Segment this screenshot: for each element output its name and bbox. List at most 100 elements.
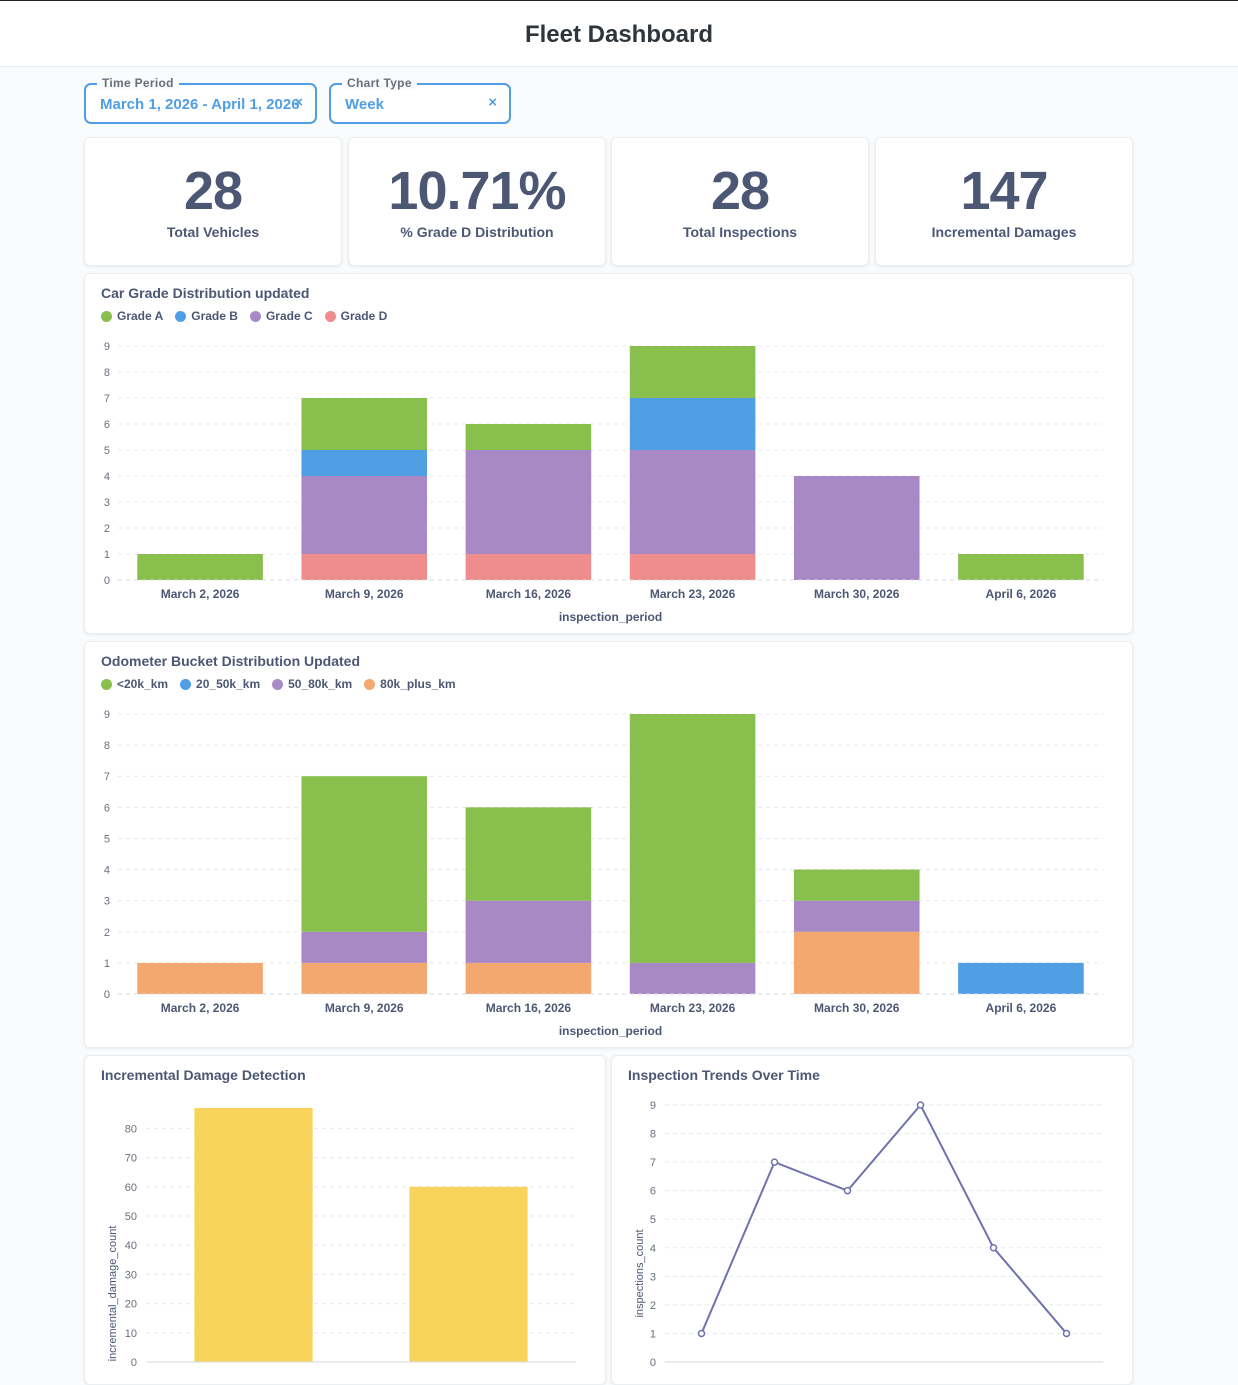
chart-title[interactable]: Incremental Damage Detection (101, 1067, 306, 1083)
y-tick-label: 8 (650, 1129, 656, 1141)
chart-type-filter[interactable]: Chart Type Week × (329, 76, 511, 124)
legend-label: 50_80k_km (288, 677, 353, 691)
kpi-card-grade-d-distribution: 10.71% % Grade D Distribution (348, 137, 606, 266)
y-tick-label: 1 (104, 958, 110, 970)
y-tick-label: 80 (125, 1123, 137, 1135)
y-tick-label: 6 (104, 419, 110, 431)
y-tick-label: 7 (650, 1157, 656, 1169)
y-tick-label: 5 (650, 1214, 656, 1226)
clear-chart-type-icon[interactable]: × (488, 94, 497, 111)
page-title: Fleet Dashboard (524, 21, 714, 48)
legend-item-20-50k-km[interactable]: 20_50k_km (180, 677, 260, 691)
legend-label: Grade D (340, 309, 388, 323)
x-tick-label: March 30, 2026 (814, 587, 900, 601)
y-tick-label: 2 (104, 927, 110, 939)
y-tick-label: 8 (104, 740, 110, 752)
y-tick-label: 60 (125, 1182, 137, 1194)
bar-segment-50-80k-km (629, 962, 756, 994)
legend-item-80k-plus-km[interactable]: 80k_plus_km (364, 677, 456, 691)
x-tick-label: March 30, 2026 (814, 1001, 900, 1015)
bar-segment-50-80k-km (465, 900, 592, 963)
incremental-damage-detection-card: Incremental Damage Detection 0 10 20 30 40 50… (84, 1055, 606, 1385)
time-period-filter[interactable]: Time Period March 1, 2026 - April 1, 202… (84, 76, 317, 124)
time-period-filter-value[interactable]: March 1, 2026 - April 1, 2026 (100, 96, 300, 113)
kpi-label: Incremental Damages (931, 224, 1077, 240)
legend-label: 20_50k_km (196, 677, 261, 691)
bar-segment-grade-d (465, 554, 592, 580)
y-tick-label: 6 (650, 1186, 656, 1198)
y-tick-label: 8 (104, 367, 110, 379)
x-tick-label: March 2, 2026 (161, 587, 240, 601)
bar-segment-grade-a (465, 424, 592, 450)
bar-segment-80k-plus-km (793, 931, 920, 994)
chart-legend: Grade A Grade B Grade C Grade D (101, 309, 387, 323)
legend-item-20k-km[interactable]: <20k_km (101, 677, 168, 691)
odometer-bucket-distribution-card: Odometer Bucket Distribution Updated <20… (84, 641, 1133, 1048)
bar-segment-grade-a (958, 554, 1084, 580)
legend-item-grade-d[interactable]: Grade D (324, 309, 388, 323)
x-tick-label: March 9, 2026 (325, 1001, 404, 1015)
legend-swatch (101, 310, 112, 322)
x-axis-title: inspection_period (559, 1024, 662, 1038)
chart-type-filter-label: Chart Type (342, 76, 417, 90)
bar (409, 1186, 528, 1362)
bar-segment-80k-plus-km (301, 962, 428, 994)
x-tick-label: March 23, 2026 (650, 587, 736, 601)
y-tick-label: 6 (104, 802, 110, 814)
y-axis-title: incremental_damage_count (107, 1226, 119, 1362)
bar-segment-20k-km (793, 869, 920, 901)
bar-segment-grade-b (629, 398, 756, 450)
y-tick-label: 3 (104, 497, 110, 509)
data-point (1062, 1329, 1071, 1338)
bar-segment-grade-a (137, 554, 263, 580)
bar-segment-80k-plus-km (465, 962, 592, 994)
x-tick-label: April 6, 2026 (986, 1001, 1057, 1015)
legend-swatch (364, 678, 376, 690)
kpi-value: 10.71% (388, 161, 566, 221)
x-tick-label: March 9, 2026 (325, 587, 404, 601)
y-tick-label: 9 (104, 709, 110, 721)
x-tick-label: March 16, 2026 (486, 587, 572, 601)
legend-item-grade-b[interactable]: Grade B (175, 309, 238, 323)
legend-label: <20k_km (117, 677, 169, 691)
legend-item-50-80k-km[interactable]: 50_80k_km (272, 677, 352, 691)
dashboard-header: Fleet Dashboard (0, 0, 1238, 67)
y-tick-label: 30 (125, 1269, 137, 1281)
legend-swatch (324, 310, 336, 322)
bar-segment-grade-c (793, 476, 920, 580)
x-tick-label: March 23, 2026 (650, 1001, 736, 1015)
chart-title[interactable]: Car Grade Distribution updated (101, 285, 310, 301)
y-tick-label: 3 (650, 1271, 656, 1283)
y-tick-label: 2 (650, 1300, 656, 1312)
y-tick-label: 40 (125, 1240, 137, 1252)
y-tick-label: 50 (125, 1211, 137, 1223)
y-tick-label: 0 (104, 989, 110, 1001)
y-tick-label: 7 (104, 771, 110, 783)
bar-segment-grade-d (301, 554, 428, 580)
legend-label: Grade A (117, 309, 164, 323)
kpi-card-total-vehicles: 28 Total Vehicles (84, 137, 342, 266)
car-grade-chart: 0 1 2 3 4 5 6 7 8 9 March 2, 2026 March 9, 2026 Marc… (104, 341, 1103, 624)
kpi-value: 28 (183, 161, 243, 221)
y-tick-label: 0 (104, 575, 110, 587)
y-tick-label: 70 (125, 1153, 137, 1165)
legend-item-grade-c[interactable]: Grade C (249, 309, 313, 323)
x-tick-label: March 2, 2026 (161, 1001, 240, 1015)
bar-segment-grade-a (301, 398, 428, 450)
legend-item-grade-a[interactable]: Grade A (101, 309, 163, 323)
bar-segment-grade-c (629, 450, 756, 554)
car-grade-distribution-card: Car Grade Distribution updated Grade A Gr… (84, 273, 1133, 634)
clear-time-period-icon[interactable]: × (294, 94, 303, 111)
chart-title[interactable]: Inspection Trends Over Time (628, 1067, 820, 1083)
data-point (770, 1158, 779, 1166)
bar-segment-grade-c (301, 476, 428, 554)
odometer-bucket-chart: 0 1 2 3 4 5 6 7 8 9 March 2, 2026 March 9, 2026 Marc… (104, 709, 1103, 1038)
y-tick-label: 4 (104, 865, 110, 877)
chart-legend: <20k_km 20_50k_km 50_80k_km 80k_plus_km (101, 677, 456, 691)
bar-segment-grade-c (465, 450, 592, 554)
chart-title[interactable]: Odometer Bucket Distribution Updated (101, 653, 361, 669)
incremental-damage-chart: 0 10 20 30 40 50 60 70 80 incremental_damage_coun… (107, 1107, 576, 1369)
chart-type-filter-value[interactable]: Week (345, 96, 384, 113)
y-tick-label: 4 (650, 1243, 656, 1255)
y-axis-title: inspections_count (634, 1229, 646, 1317)
